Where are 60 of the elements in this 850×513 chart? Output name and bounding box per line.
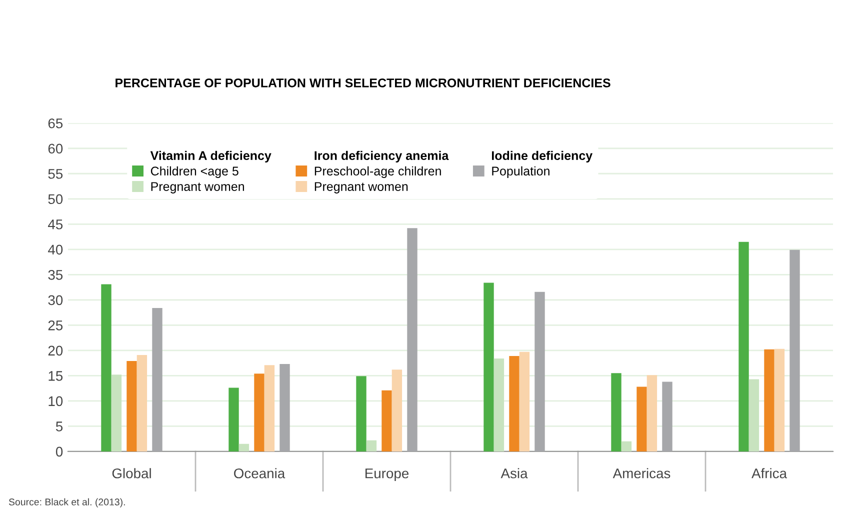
bar — [611, 373, 622, 452]
y-tick-label: 40 — [48, 244, 63, 255]
bar — [790, 250, 800, 452]
y-tick-label: 0 — [56, 446, 63, 457]
bar — [774, 348, 785, 452]
x-tick-label: Global — [112, 468, 151, 478]
bar — [101, 284, 112, 452]
y-tick-label: 60 — [48, 144, 63, 154]
y-tick-label: 65 — [48, 118, 63, 128]
bar — [126, 361, 137, 452]
source-note: Source: Black et al. (2013). — [8, 498, 125, 508]
y-tick-label: 55 — [48, 169, 63, 179]
bar — [264, 365, 275, 452]
bar — [392, 370, 402, 452]
bar — [356, 376, 366, 452]
bar — [382, 390, 392, 452]
bar — [509, 356, 520, 452]
x-tick-label: Asia — [500, 468, 528, 478]
bar — [738, 242, 749, 452]
bar — [646, 375, 658, 452]
bar — [111, 374, 122, 452]
bar — [280, 364, 290, 452]
x-tick-label: Oceania — [234, 468, 286, 478]
legend-label: Preschool-age children — [314, 166, 441, 178]
bar — [494, 358, 504, 452]
y-tick-label: 35 — [48, 270, 63, 280]
bar — [136, 354, 148, 452]
bar — [662, 382, 672, 452]
bar — [534, 292, 545, 452]
bar — [407, 228, 418, 452]
annotation: Iodine deficiency — [492, 150, 593, 163]
bar — [621, 441, 632, 452]
y-tick-label: 15 — [48, 371, 63, 381]
y-tick-label: 30 — [48, 295, 63, 306]
bar — [228, 388, 239, 452]
chart-title: PERCENTAGE OF POPULATION WITH SELECTED MICRONUTRIENT DEFICIENCIES — [116, 78, 610, 88]
legend-label: Pregnant women — [314, 182, 408, 194]
x-tick-label: Europe — [366, 468, 409, 482]
bar — [484, 282, 494, 452]
x-tick-label: Africa — [752, 468, 787, 478]
y-tick-label: 5 — [56, 422, 63, 432]
bar — [366, 440, 377, 452]
legend-label: Pregnant women — [151, 182, 244, 194]
bar — [748, 379, 760, 452]
x-tick-label: Americas — [612, 468, 670, 478]
annotation: Iron deficiency anemia — [314, 150, 449, 163]
bar — [519, 352, 530, 452]
legend-label: Population — [492, 166, 550, 178]
y-tick-label: 45 — [48, 220, 63, 230]
y-tick-label: 25 — [48, 320, 63, 330]
bar — [636, 386, 647, 452]
legend-label: Children <age 5 — [150, 166, 238, 178]
bar — [238, 444, 250, 452]
bar — [152, 308, 162, 452]
annotation: Vitamin A deficiency — [150, 150, 272, 163]
bar — [764, 349, 774, 452]
y-tick-label: 10 — [48, 396, 63, 406]
bar — [254, 374, 264, 452]
y-tick-label: 20 — [48, 346, 63, 356]
y-tick-label: 50 — [48, 194, 63, 204]
